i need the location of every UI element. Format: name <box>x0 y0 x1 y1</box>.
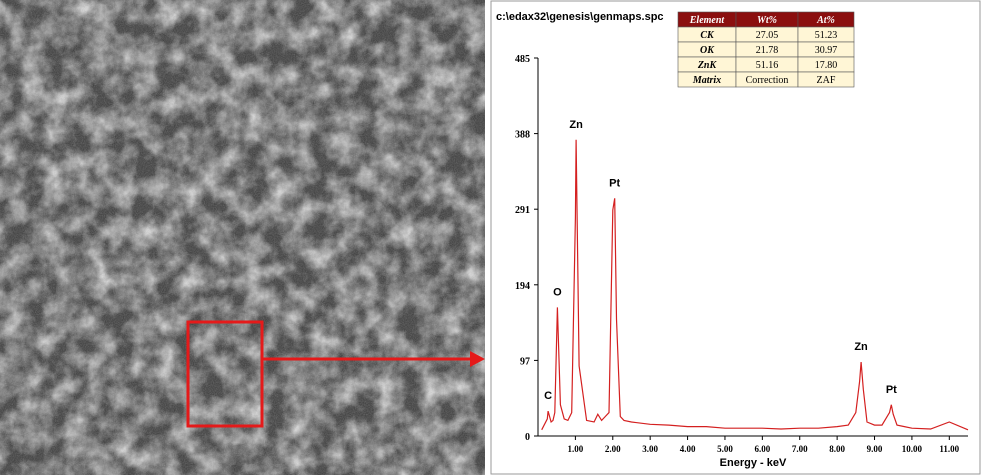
spectrum-line <box>541 139 969 431</box>
peak-label: O <box>553 286 562 298</box>
peak-label: C <box>544 390 552 402</box>
x-tick-label: 4.00 <box>680 444 696 454</box>
x-tick-label: 1.00 <box>568 444 584 454</box>
peak-label: Pt <box>609 177 620 189</box>
peak-label: Pt <box>886 384 897 396</box>
peak-label: Zn <box>569 119 583 131</box>
y-tick-label: 97 <box>520 356 530 367</box>
peak-labels: C O Zn Pt Zn Pt <box>544 119 897 402</box>
table-cell-value: 30.97 <box>815 45 838 56</box>
x-axis-label: Energy - keV <box>720 457 787 469</box>
table-cell-value: 21.78 <box>756 45 779 56</box>
y-tick-label: 485 <box>515 54 530 65</box>
table-header-label: At% <box>816 15 835 26</box>
table-cell-value: ZAF <box>817 75 836 86</box>
chart-axes <box>537 58 968 437</box>
table-cell-value: ZnK <box>697 60 718 71</box>
table-cell-value: 17.80 <box>815 60 838 71</box>
x-tick-label: 10.00 <box>902 444 923 454</box>
chart-ticks: 0 97 194 291 388 485 1.00 2.00 3.00 4.00 5.00 6.00 7… <box>515 54 960 454</box>
x-tick-label: 7.00 <box>792 444 808 454</box>
pointer-arrow-head <box>470 351 485 367</box>
y-tick-label: 388 <box>515 130 530 141</box>
table-header-label: Wt% <box>757 15 777 26</box>
x-tick-label: 2.00 <box>605 444 621 454</box>
eds-spectrum-panel: c:\edax32\genesis\genmaps.spc Element Wt%… <box>490 0 981 475</box>
table-cell-value: CK <box>700 30 715 41</box>
table-header-label: Element <box>689 15 726 26</box>
y-tick-label: 194 <box>515 281 530 292</box>
table-cell-value: 51.23 <box>815 30 838 41</box>
sem-micrograph <box>0 0 485 475</box>
x-tick-label: 11.00 <box>939 444 959 454</box>
y-tick-label: 291 <box>515 205 530 216</box>
table-cell-value: 27.05 <box>756 30 779 41</box>
table-cell-value: OK <box>700 45 715 56</box>
composition-table: Element Wt% At% CK 27.05 51.23 OK 21.78 30.97 ZnK… <box>677 11 855 88</box>
table-cell-value: 51.16 <box>756 60 779 71</box>
eds-filename: c:\edax32\genesis\genmaps.spc <box>496 11 664 23</box>
table-cell <box>797 71 855 88</box>
x-tick-label: 6.00 <box>754 444 770 454</box>
x-tick-label: 8.00 <box>829 444 845 454</box>
table-cell-value: Correction <box>746 75 789 86</box>
sem-grain <box>0 0 485 475</box>
x-tick-label: 5.00 <box>717 444 733 454</box>
y-tick-label: 0 <box>525 432 530 443</box>
x-tick-label: 3.00 <box>642 444 658 454</box>
table-cell-value: Matrix <box>692 75 721 86</box>
peak-label: Zn <box>854 341 868 353</box>
x-tick-label: 9.00 <box>867 444 883 454</box>
highlight-box <box>186 320 264 428</box>
